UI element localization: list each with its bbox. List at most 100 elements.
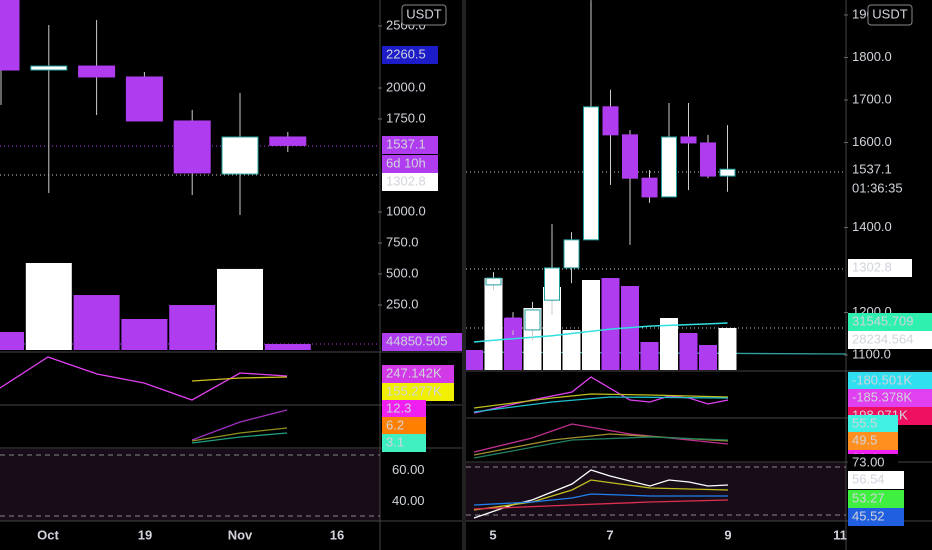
price-tag-label: 55.5 <box>852 415 877 430</box>
price-tag-label: 53.27 <box>852 490 885 505</box>
candle-body <box>78 65 116 78</box>
price-tag-label: 01:36:35 <box>852 180 903 195</box>
volume-bar <box>543 287 561 370</box>
price-tag <box>848 471 904 489</box>
volume-bar <box>121 318 168 350</box>
price-tag-label: 44850.505 <box>386 333 447 348</box>
price-tag <box>382 155 438 173</box>
candle-body <box>505 317 521 331</box>
currency-label: USDT <box>406 6 441 21</box>
volume-bar <box>679 333 698 370</box>
price-tag <box>848 180 918 198</box>
price-tag-label: 28234.564 <box>852 331 913 346</box>
price-tick-label: 1700.0 <box>852 91 892 106</box>
price-tag <box>848 415 898 433</box>
candle-body <box>700 142 716 177</box>
price-tag <box>848 259 912 277</box>
price-tag <box>382 400 426 418</box>
volume-bar <box>0 331 24 350</box>
candle-body <box>680 136 697 144</box>
price-tag <box>382 434 426 452</box>
candle-body <box>719 168 736 177</box>
candle-body <box>622 134 638 179</box>
price-tick-label: 1600.0 <box>852 134 892 149</box>
volume-bar <box>582 280 600 370</box>
price-tick-label: 500.0 <box>386 265 419 280</box>
price-tag-label: 1537.1 <box>852 161 892 176</box>
price-tag-label: 247.142K <box>386 365 442 380</box>
price-tag <box>848 372 932 390</box>
volume-bar <box>484 278 503 370</box>
price-tag-label: 1537.1 <box>386 136 426 151</box>
volume-bar <box>217 268 263 350</box>
price-tick-label: 1800.0 <box>852 49 892 64</box>
price-tick-label: 1400.0 <box>852 219 892 234</box>
price-tag-label: 1302.8 <box>852 259 892 274</box>
currency-label: USDT <box>872 6 907 21</box>
price-tag-label: 2260.5 <box>386 46 426 61</box>
price-tag <box>848 432 898 450</box>
rsi-pane <box>466 463 846 521</box>
date-label: 19 <box>138 527 152 542</box>
price-tag <box>382 333 462 351</box>
date-label: 9 <box>724 527 731 542</box>
price-tick-label: 2000.0 <box>386 79 426 94</box>
volume-bar <box>699 345 717 370</box>
candle-body <box>173 120 211 174</box>
volume-bar <box>640 342 659 370</box>
price-tag <box>382 365 454 383</box>
candle-body <box>0 0 20 71</box>
volume-ma <box>473 322 728 343</box>
price-tag <box>848 331 932 349</box>
price-tick-label: 1100.0 <box>852 346 891 361</box>
price-tag <box>382 136 438 154</box>
date-label: 16 <box>330 527 344 542</box>
volume-bar <box>169 305 216 350</box>
price-tag <box>848 490 904 508</box>
candle-body <box>269 136 307 146</box>
price-tick-label: 750.0 <box>386 234 419 249</box>
price-tag-label: 6d 10h <box>386 155 426 170</box>
volume-bar <box>718 327 737 370</box>
price-tag-label: 12.3 <box>386 400 411 415</box>
price-tick-label: 1000.0 <box>386 203 426 218</box>
rsi-pane <box>0 449 380 521</box>
date-label: 7 <box>606 527 613 542</box>
rsi-tick-label: 40.00 <box>392 493 425 508</box>
price-tag-label: 49.5 <box>852 432 877 447</box>
price-tag-label: 56.54 <box>852 471 885 486</box>
candle-body <box>485 277 502 286</box>
price-tag-label: -180.501K <box>852 372 912 387</box>
price-lines <box>0 145 846 345</box>
candle-body <box>221 136 259 175</box>
price-tag-label: 6.2 <box>386 417 404 432</box>
left-plot <box>0 0 311 350</box>
rsi-tick-label: 60.00 <box>392 462 425 477</box>
volume-bar <box>562 330 581 370</box>
candle-body <box>125 76 163 122</box>
candle-body <box>583 106 599 241</box>
volume-bar <box>466 350 483 370</box>
candle-body <box>544 267 560 301</box>
price-tag <box>848 161 918 179</box>
date-label: Oct <box>37 527 59 542</box>
candle-body <box>641 177 658 198</box>
price-tag <box>382 173 438 191</box>
price-tag <box>848 313 932 331</box>
rsi-bands <box>0 454 846 517</box>
price-tag-label: 45.52 <box>852 508 885 523</box>
candle-body <box>661 136 677 198</box>
axes: 2500.02000.01750.01000.0750.0500.0250.0U… <box>37 4 932 542</box>
price-tag <box>848 454 898 472</box>
price-tag-label: 31545.709 <box>852 313 913 328</box>
price-tick-label: 250.0 <box>386 296 419 311</box>
date-label: 5 <box>489 527 496 542</box>
price-tag <box>382 417 426 435</box>
date-label: 11 <box>833 527 847 542</box>
volume-bar <box>601 278 620 370</box>
volume-bar <box>264 344 311 350</box>
candle-body <box>602 106 619 136</box>
price-tag <box>382 383 454 401</box>
